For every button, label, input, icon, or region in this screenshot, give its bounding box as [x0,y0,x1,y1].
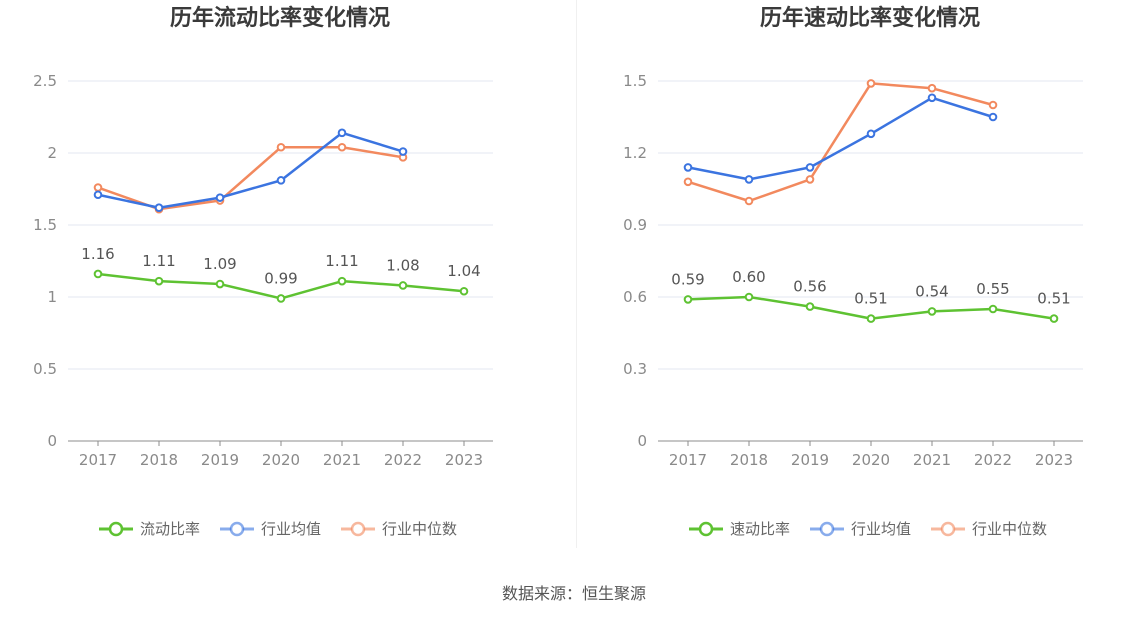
data-label: 1.16 [81,245,114,263]
legend-marker-icon [229,521,245,537]
x-tick-label: 2018 [140,451,178,469]
y-tick-label: 1 [47,288,57,306]
data-label: 0.54 [915,282,948,300]
data-point [744,292,754,302]
legend-label: 行业中位数 [382,520,457,538]
x-tick-label: 2023 [445,451,483,469]
x-tick-label: 2021 [913,451,951,469]
x-tick-label: 2022 [384,451,422,469]
data-point [93,183,103,192]
data-point [154,203,164,213]
y-tick-label: 0.9 [623,216,647,234]
legend-marker-icon [819,521,835,537]
y-tick-label: 1.5 [33,216,57,234]
data-point [683,163,693,172]
data-point [805,302,815,311]
data-point [154,276,164,286]
data-point [1049,314,1059,323]
legend-marker-icon [350,521,366,537]
x-tick-label: 2022 [974,451,1012,469]
data-label: 0.60 [732,268,765,286]
chart-title: 历年速动比率变化情况 [760,5,980,31]
series-line [687,82,994,203]
x-tick-label: 2017 [669,451,707,469]
data-point [398,147,408,156]
y-tick-label: 0.6 [623,288,647,306]
x-tick-label: 2020 [262,451,300,469]
y-tick-label: 0.5 [33,360,57,378]
data-point [866,79,876,88]
quick-ratio-chart: 历年速动比率变化情况 0 0.3 0.6 0.9 1.2 1.5 2017 2018 2019 20… [623,5,1083,538]
legend-label: 行业均值 [851,520,911,538]
x-tick-label: 2023 [1035,451,1073,469]
data-point [744,196,754,206]
y-tick-label: 1.2 [623,144,647,162]
y-tick-label: 2.5 [33,72,57,90]
chart-divider [576,0,577,548]
data-point [927,83,937,93]
series-line [97,145,404,211]
legend-marker-icon [698,521,714,537]
x-tick-label: 2019 [791,451,829,469]
data-label: 0.51 [1037,290,1070,308]
data-point [93,269,103,279]
current-ratio-chart: 历年流动比率变化情况 0 0.5 1 1.5 2 2.5 2017 2018 2019 2020 20… [33,5,493,538]
data-source: 数据来源：恒生聚源 [501,584,646,603]
data-point [337,142,347,152]
data-point [276,142,286,152]
data-point [805,163,815,172]
legend-marker-icon [108,521,124,537]
data-label: 1.04 [447,262,480,280]
x-tick-label: 2020 [852,451,890,469]
data-label: 1.08 [386,256,419,274]
data-point [927,93,937,103]
chart-title: 历年流动比率变化情况 [170,5,390,31]
data-point [988,112,998,122]
data-point [398,281,408,290]
data-point [805,175,815,184]
data-point [215,279,225,289]
data-point [459,286,469,296]
data-point [927,307,937,316]
y-tick-label: 0.3 [623,360,647,378]
data-point [215,193,225,202]
data-label: 0.56 [793,278,826,296]
data-point [866,314,876,323]
data-point [988,304,998,314]
data-label: 0.59 [671,270,704,288]
data-label: 1.11 [325,252,358,270]
data-label: 1.11 [142,252,175,270]
data-label: 0.99 [264,269,297,287]
data-point [276,294,286,303]
data-label: 0.55 [976,280,1009,298]
data-point [276,176,286,185]
series-line [687,96,994,181]
data-point [866,129,876,139]
legend-label: 流动比率 [140,520,200,538]
series-line [97,131,404,209]
data-point [988,100,998,110]
data-label: 0.51 [854,290,887,308]
legend-label: 行业均值 [261,520,321,538]
data-point [744,175,754,184]
legend-label: 速动比率 [730,520,790,538]
y-tick-label: 1.5 [623,72,647,90]
data-point [683,177,693,187]
data-point [337,128,347,138]
data-label: 1.09 [203,255,236,273]
y-tick-label: 0 [637,432,647,450]
data-point [93,190,103,200]
legend-marker-icon [940,521,956,537]
x-tick-label: 2019 [201,451,239,469]
x-tick-label: 2021 [323,451,361,469]
y-tick-label: 2 [47,144,57,162]
y-tick-label: 0 [47,432,57,450]
x-tick-label: 2018 [730,451,768,469]
x-tick-label: 2017 [79,451,117,469]
data-point [683,295,693,304]
legend-label: 行业中位数 [972,520,1047,538]
data-point [337,276,347,286]
